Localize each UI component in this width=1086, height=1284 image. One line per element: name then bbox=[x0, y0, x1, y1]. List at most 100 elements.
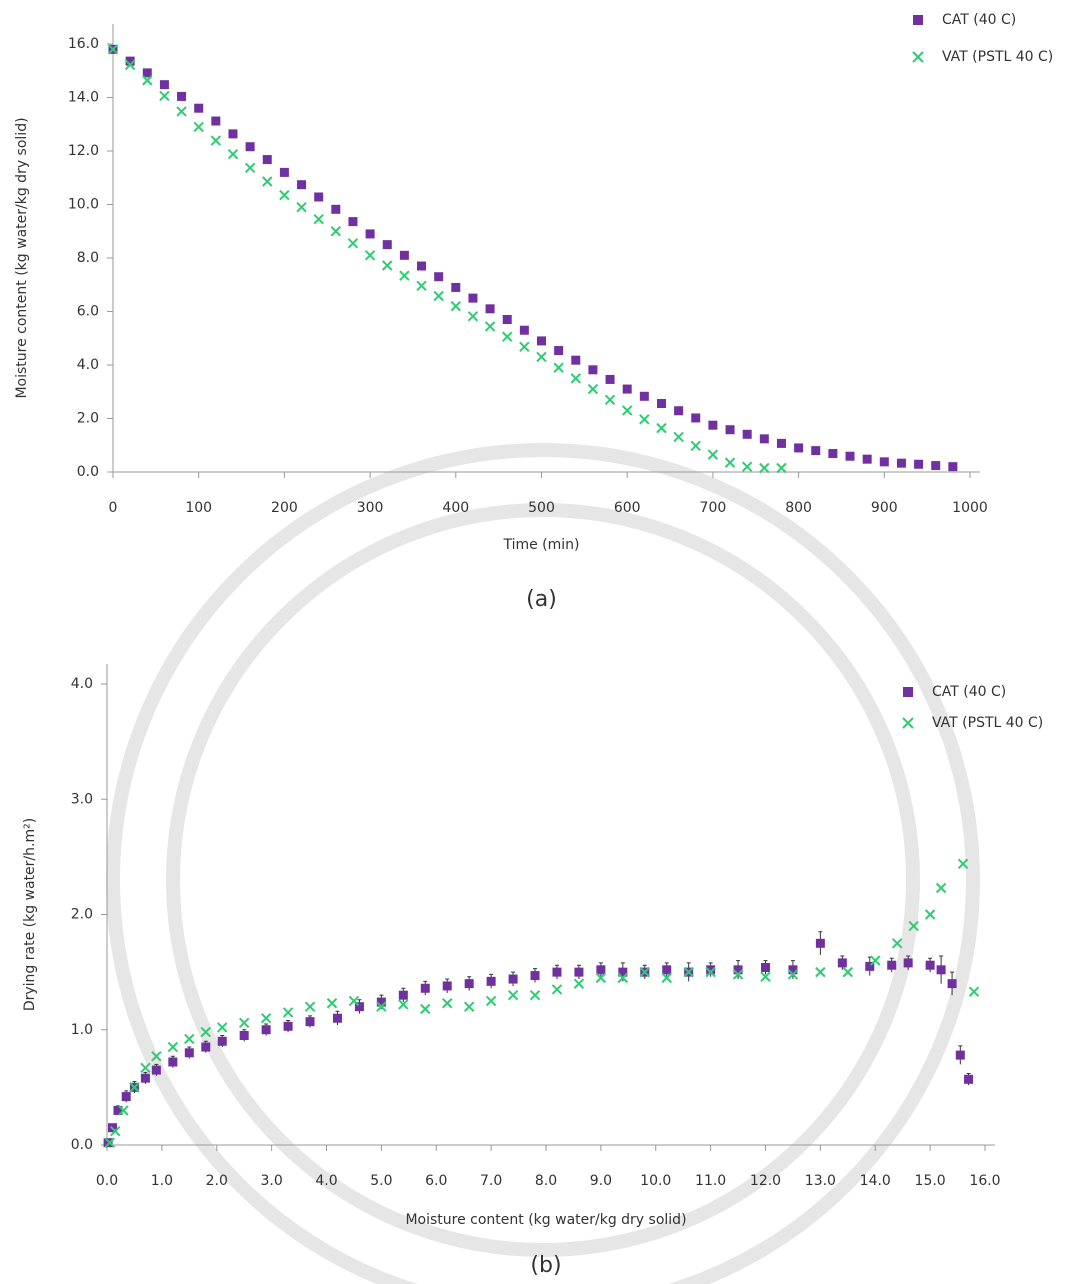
point bbox=[503, 315, 512, 324]
y-tick-label: 2.0 bbox=[77, 411, 99, 427]
point bbox=[893, 939, 902, 948]
point bbox=[314, 215, 323, 224]
legend-label: VAT (PSTL 40 C) bbox=[942, 49, 1053, 65]
legend-marker bbox=[903, 687, 913, 697]
point bbox=[306, 1017, 315, 1026]
point bbox=[263, 155, 272, 164]
series bbox=[109, 45, 786, 473]
x-tick-label: 1000 bbox=[952, 500, 988, 516]
point bbox=[465, 979, 474, 988]
point bbox=[674, 432, 683, 441]
x-tick-label: 5.0 bbox=[370, 1173, 392, 1189]
point bbox=[160, 91, 169, 100]
x-tick-label: 7.0 bbox=[480, 1173, 502, 1189]
point bbox=[571, 374, 580, 383]
point bbox=[887, 961, 896, 970]
point bbox=[828, 449, 837, 458]
caption: (b) bbox=[530, 1253, 561, 1278]
point bbox=[880, 457, 889, 466]
point bbox=[168, 1058, 177, 1067]
y-tick-label: 2.0 bbox=[71, 907, 93, 923]
point bbox=[588, 365, 597, 374]
y-tick-label: 12.0 bbox=[68, 143, 99, 159]
point bbox=[503, 332, 512, 341]
legend-label: VAT (PSTL 40 C) bbox=[932, 715, 1043, 731]
point bbox=[228, 150, 237, 159]
point bbox=[104, 1138, 113, 1147]
x-tick-label: 16.0 bbox=[969, 1173, 1000, 1189]
point bbox=[434, 291, 443, 300]
point bbox=[623, 406, 632, 415]
y-tick-label: 0.0 bbox=[77, 464, 99, 480]
y-tick-label: 6.0 bbox=[77, 304, 99, 320]
point bbox=[262, 1025, 271, 1034]
point bbox=[926, 910, 935, 919]
point bbox=[348, 217, 357, 226]
point bbox=[794, 443, 803, 452]
point bbox=[761, 963, 770, 972]
figure: 0.02.04.06.08.010.012.014.016.0010020030… bbox=[0, 0, 1086, 1284]
point bbox=[400, 251, 409, 260]
point bbox=[284, 1022, 293, 1031]
point bbox=[509, 975, 518, 984]
legend-marker bbox=[913, 52, 923, 62]
point bbox=[926, 961, 935, 970]
point bbox=[486, 322, 495, 331]
point bbox=[948, 462, 957, 471]
point bbox=[657, 399, 666, 408]
point bbox=[816, 968, 825, 977]
point bbox=[240, 1018, 249, 1027]
point bbox=[931, 461, 940, 470]
x-tick-label: 0.0 bbox=[96, 1173, 118, 1189]
point bbox=[904, 958, 913, 967]
point bbox=[708, 450, 717, 459]
point bbox=[194, 104, 203, 113]
point bbox=[937, 883, 946, 892]
watermark bbox=[113, 450, 973, 1284]
point bbox=[574, 968, 583, 977]
x-tick-label: 500 bbox=[528, 500, 555, 516]
x-tick-label: 100 bbox=[185, 500, 212, 516]
point bbox=[177, 92, 186, 101]
point bbox=[383, 261, 392, 270]
point bbox=[331, 205, 340, 214]
point bbox=[141, 1074, 150, 1083]
point bbox=[843, 968, 852, 977]
point bbox=[177, 107, 186, 116]
series bbox=[105, 859, 978, 1147]
point bbox=[897, 459, 906, 468]
point bbox=[914, 460, 923, 469]
x-tick-label: 1.0 bbox=[151, 1173, 173, 1189]
x-axis-title: Moisture content (kg water/kg dry solid) bbox=[405, 1212, 686, 1228]
point bbox=[262, 1014, 271, 1023]
point bbox=[399, 991, 408, 1000]
point bbox=[246, 142, 255, 151]
point bbox=[417, 262, 426, 271]
point bbox=[443, 999, 452, 1008]
point bbox=[468, 294, 477, 303]
x-tick-label: 13.0 bbox=[805, 1173, 836, 1189]
point bbox=[306, 1002, 315, 1011]
point bbox=[297, 203, 306, 212]
y-tick-label: 14.0 bbox=[68, 90, 99, 106]
point bbox=[211, 117, 220, 126]
point bbox=[726, 458, 735, 467]
point bbox=[366, 229, 375, 238]
y-tick-label: 4.0 bbox=[71, 676, 93, 692]
point bbox=[691, 413, 700, 422]
point bbox=[465, 1002, 474, 1011]
x-tick-label: 6.0 bbox=[425, 1173, 447, 1189]
point bbox=[777, 439, 786, 448]
point bbox=[734, 965, 743, 974]
point bbox=[349, 996, 358, 1005]
y-tick-label: 4.0 bbox=[77, 357, 99, 373]
x-tick-label: 2.0 bbox=[206, 1173, 228, 1189]
legend-label: CAT (40 C) bbox=[932, 684, 1006, 700]
point bbox=[760, 434, 769, 443]
point bbox=[554, 346, 563, 355]
point bbox=[185, 1048, 194, 1057]
point bbox=[327, 999, 336, 1008]
point bbox=[662, 965, 671, 974]
point bbox=[531, 971, 540, 980]
point bbox=[531, 991, 540, 1000]
